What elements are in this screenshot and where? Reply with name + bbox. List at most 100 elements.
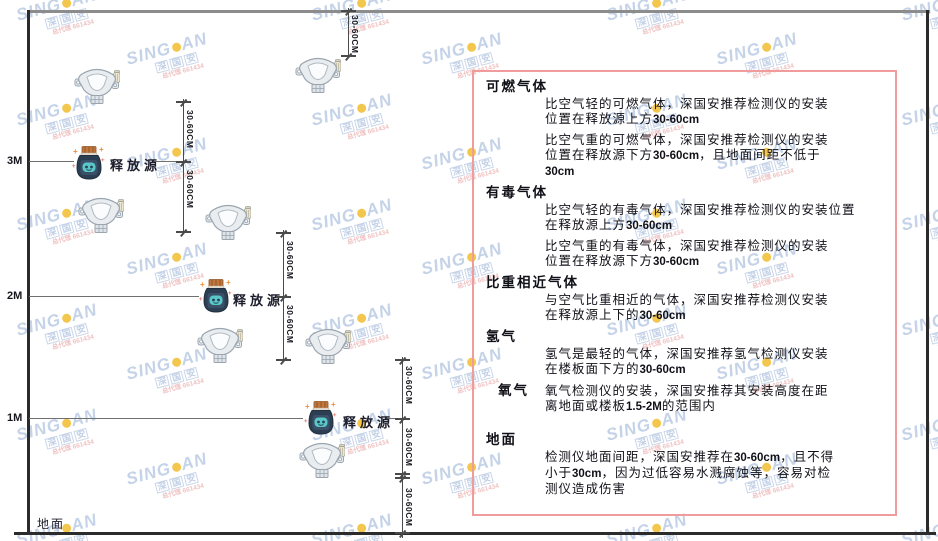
release-source-icon: + + + + [72, 145, 106, 185]
ground-line [14, 532, 936, 535]
yellow-dot-icon [60, 417, 72, 429]
level-line [29, 161, 74, 162]
svg-text:+: + [305, 402, 310, 411]
svg-text:+: + [101, 158, 105, 164]
panel-section: 氧气 氧气检测仪的安装，深国安推荐其安装高度在距 离地面或楼板1.5-2M的范围内 [474, 384, 895, 415]
svg-text:+: + [331, 401, 336, 409]
dimension-label: 30-60CM [350, 15, 360, 54]
section-heading: 有毒气体 [486, 185, 548, 200]
dimension-line [348, 8, 349, 57]
left-wall-line [27, 10, 30, 533]
level-connector-line [386, 418, 402, 419]
level-line [29, 418, 303, 419]
yellow-dot-icon [60, 312, 72, 324]
panel-sections: 可燃气体比空气轻的可燃气体，深国安推荐检测仪的安装 位置在释放源上方30-60c… [474, 80, 895, 497]
section-paragraph: 氢气是最轻的气体，深国安推荐氢气检测仪安装 在楼板面下方的30-60cm [545, 347, 829, 376]
section-paragraph: 比空气轻的可燃气体，深国安推荐检测仪的安装 位置在释放源上方30-60cm [545, 97, 829, 126]
panel-section: 氢气氢气是最轻的气体，深国安推荐氢气检测仪安装 在楼板面下方的30-60cm [474, 330, 895, 378]
svg-text:+: + [200, 280, 205, 289]
height-axis-label: 2M [7, 290, 23, 302]
dimension-label: 30-60CM [185, 110, 195, 149]
height-axis-label: 3M [7, 155, 23, 167]
yellow-dot-icon [170, 41, 182, 53]
svg-text:+: + [304, 419, 308, 425]
yellow-dot-icon [170, 461, 182, 473]
gas-detector-icon [305, 326, 352, 369]
gas-detector-icon [295, 55, 342, 98]
ceiling-line [27, 10, 930, 13]
panel-section: 可燃气体比空气轻的可燃气体，深国安推荐检测仪的安装 位置在释放源上方30-60c… [474, 80, 895, 180]
panel-section: 地面检测仪地面间距，深国安推荐在30-60cm，且不得 小于30cm，因为过低容… [474, 433, 895, 497]
panel-section: 有毒气体比空气轻的有毒气体，深国安推荐检测仪的安装位置 在释放源上方30-60c… [474, 186, 895, 270]
svg-text:+: + [333, 413, 337, 419]
svg-text:+: + [199, 297, 203, 303]
level-connector-line [152, 161, 183, 162]
gas-detector-icon [299, 440, 346, 483]
dimension-label: 30-60CM [285, 305, 295, 344]
section-heading: 氢气 [486, 329, 517, 344]
ground-label: 地面 [37, 517, 66, 531]
level-line [29, 296, 199, 297]
svg-text:+: + [72, 164, 76, 170]
section-heading: 可燃气体 [486, 79, 548, 94]
dimension-line [402, 357, 403, 538]
dimension-label: 30-60CM [404, 366, 414, 405]
section-heading: 氧气 [498, 383, 529, 398]
release-source-icon: + + + + [304, 400, 338, 440]
dimension-label: 30-60CM [285, 241, 295, 280]
svg-text:+: + [226, 279, 231, 287]
gas-detector-icon [78, 195, 125, 238]
yellow-dot-icon [170, 251, 182, 263]
section-heading: 地面 [486, 432, 517, 447]
section-paragraph: 与空气比重相近的气体，深国安推荐检测仪安装 在释放源上下的30-60cm [545, 293, 829, 322]
yellow-dot-icon [760, 41, 772, 53]
gas-detector-icon [205, 202, 252, 245]
yellow-dot-icon [60, 207, 72, 219]
yellow-dot-icon [355, 102, 367, 114]
section-paragraph: 检测仪地面间距，深国安推荐在30-60cm，且不得 小于30cm，因为过低容易水… [545, 450, 835, 496]
release-source-label: 释放源 [110, 158, 162, 173]
right-wall-line [926, 10, 929, 533]
section-paragraph: 氧气检测仪的安装，深国安推荐其安装高度在距 离地面或楼板1.5-2M的范围内 [545, 384, 829, 413]
svg-text:+: + [99, 146, 104, 154]
dimension-line [183, 99, 184, 234]
yellow-dot-icon [355, 207, 367, 219]
dimension-label: 30-60CM [185, 170, 195, 209]
svg-text:+: + [228, 291, 232, 297]
gas-detector-icon [197, 325, 244, 368]
dimension-label: 30-60CM [404, 488, 414, 527]
yellow-dot-icon [170, 356, 182, 368]
info-panel: 可燃气体比空气轻的可燃气体，深国安推荐检测仪的安装 位置在释放源上方30-60c… [472, 70, 897, 516]
yellow-dot-icon [355, 312, 367, 324]
release-source-label: 释放源 [343, 415, 395, 430]
dimension-label: 30-60CM [404, 428, 414, 467]
yellow-dot-icon [170, 146, 182, 158]
yellow-dot-icon [355, 0, 367, 9]
section-paragraph: 比空气重的可燃气体，深国安推荐检测仪的安装 位置在释放源下方30-60cm，且地… [545, 133, 829, 178]
height-axis-label: 1M [7, 412, 23, 424]
gas-detector-icon [74, 66, 121, 109]
section-paragraph: 比空气轻的有毒气体，深国安推荐检测仪的安装位置 在释放源上方30-60cm [545, 203, 856, 232]
release-source-label: 释放源 [233, 293, 285, 308]
release-source-icon: + + + + [199, 278, 233, 318]
yellow-dot-icon [650, 0, 662, 9]
section-paragraph: 比空气重的有毒气体，深国安推荐检测仪的安装 位置在释放源下方30-60cm [545, 239, 829, 268]
yellow-dot-icon [60, 102, 72, 114]
section-heading: 比重相近气体 [486, 275, 579, 290]
svg-text:+: + [73, 147, 78, 156]
yellow-dot-icon [60, 0, 72, 9]
yellow-dot-icon [465, 41, 477, 53]
